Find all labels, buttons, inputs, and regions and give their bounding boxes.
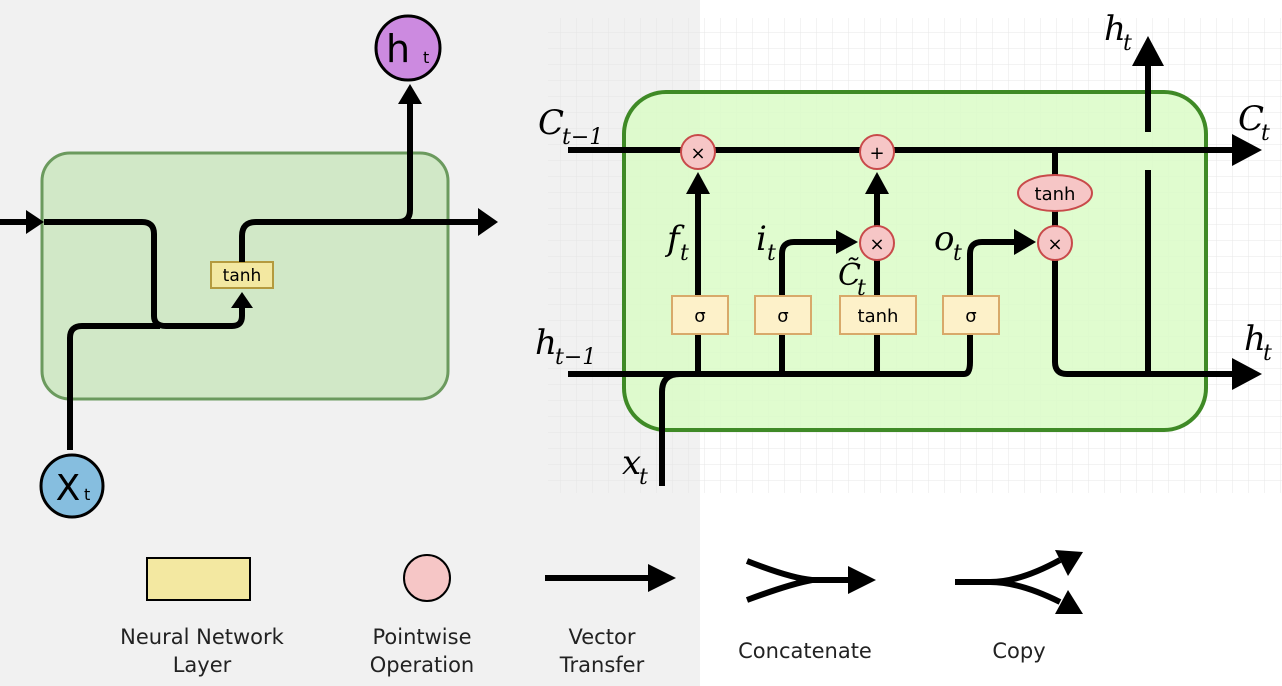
layer-label: σ [777, 306, 788, 327]
layer-label: σ [965, 306, 976, 327]
rnn-tanh-layer [210, 261, 274, 289]
label-h-out-top: h t [1104, 9, 1132, 56]
rnn-tanh-label: tanh [223, 266, 262, 286]
label-main: x [622, 443, 641, 483]
label-main: h [1104, 9, 1126, 49]
op-tanh: tanh [1017, 174, 1093, 212]
legend-arrowhead [848, 566, 876, 594]
label-main: i [756, 219, 767, 259]
h-up-arrowhead [1132, 36, 1164, 66]
label-x-in: x t [622, 443, 648, 490]
op-add: + [859, 134, 895, 170]
legend-label: Neural Network [120, 625, 284, 649]
op-label: × [869, 234, 884, 255]
nn-layer-sigma-forget: σ [671, 295, 729, 335]
label-c-prev: C t−1 [538, 103, 603, 150]
legend-copy: Copy [955, 550, 1083, 663]
label-sub: t [953, 241, 962, 266]
legend-label: Concatenate [738, 639, 872, 663]
label-main: C [1238, 99, 1264, 139]
label-main: o [934, 219, 954, 259]
legend-arrowhead [648, 564, 676, 592]
legend-label: Operation [370, 653, 475, 677]
legend-label: Transfer [559, 653, 645, 677]
label-c-next: C t [1238, 99, 1270, 146]
label-main: h [535, 323, 557, 363]
legend-arrowhead [1055, 590, 1083, 614]
rnn-input-arrowhead [26, 210, 44, 234]
layer-label: σ [694, 306, 705, 327]
label-h-prev: h t−1 [535, 323, 596, 370]
legend-concatenate: Concatenate [738, 558, 876, 663]
op-label: × [1047, 234, 1062, 255]
label-h-out-right: h t [1244, 319, 1272, 366]
label-sub: t [680, 241, 689, 266]
label-sub: t [639, 465, 648, 490]
rnn-h-sub: t [423, 48, 429, 67]
label-main: h [1244, 319, 1266, 359]
op-output-multiply: × [1037, 225, 1073, 261]
label-sub: t [857, 276, 866, 301]
rnn-x-node [39, 453, 105, 519]
layer-label: tanh [858, 306, 899, 327]
nn-layer-tanh: tanh [839, 295, 917, 335]
label-sub: t−1 [555, 345, 596, 370]
label-input-gate: i t [756, 219, 776, 266]
op-forget-multiply: × [680, 134, 716, 170]
label-main: C̃ [838, 258, 861, 293]
op-label: tanh [1035, 184, 1076, 205]
label-sub: t−1 [562, 125, 603, 150]
legend-op-swatch [403, 554, 451, 602]
label-sub: t [1123, 31, 1132, 56]
label-output-gate: o t [934, 219, 962, 266]
rnn-h-label: h [386, 27, 410, 71]
label-sub: t [767, 241, 776, 266]
lstm-cell: σ σ tanh σ × + × × [535, 9, 1272, 490]
legend-label: Vector [569, 625, 636, 649]
op-label: + [869, 143, 884, 164]
legend-pointwise: Pointwise Operation [370, 554, 475, 677]
rnn-output-arrowhead [478, 208, 498, 236]
rnn-cell: tanh h t X t [0, 14, 498, 519]
legend-label: Pointwise [372, 625, 471, 649]
nn-layer-sigma-input: σ [754, 295, 812, 335]
legend: Neural Network Layer Pointwise Operation… [120, 550, 1083, 677]
legend-vector-transfer: Vector Transfer [545, 564, 676, 677]
label-sub: t [1261, 121, 1270, 146]
c-out-arrowhead [1232, 134, 1262, 166]
op-label: × [690, 143, 705, 164]
h-out-arrowhead [1232, 358, 1262, 390]
legend-nn-layer: Neural Network Layer [120, 557, 285, 677]
legend-label: Layer [173, 653, 232, 677]
legend-layer-swatch [146, 557, 251, 601]
rnn-x-sub: t [84, 485, 90, 504]
nn-layer-sigma-output: σ [942, 295, 1000, 335]
legend-arrowhead [1055, 550, 1083, 576]
label-main: C [538, 103, 564, 143]
legend-label: Copy [992, 639, 1045, 663]
op-input-multiply: × [859, 225, 895, 261]
label-candidate: C̃ t [838, 258, 866, 301]
label-sub: t [1263, 341, 1272, 366]
rnn-x-label: X [56, 468, 81, 509]
rnn-h-node [374, 14, 442, 82]
